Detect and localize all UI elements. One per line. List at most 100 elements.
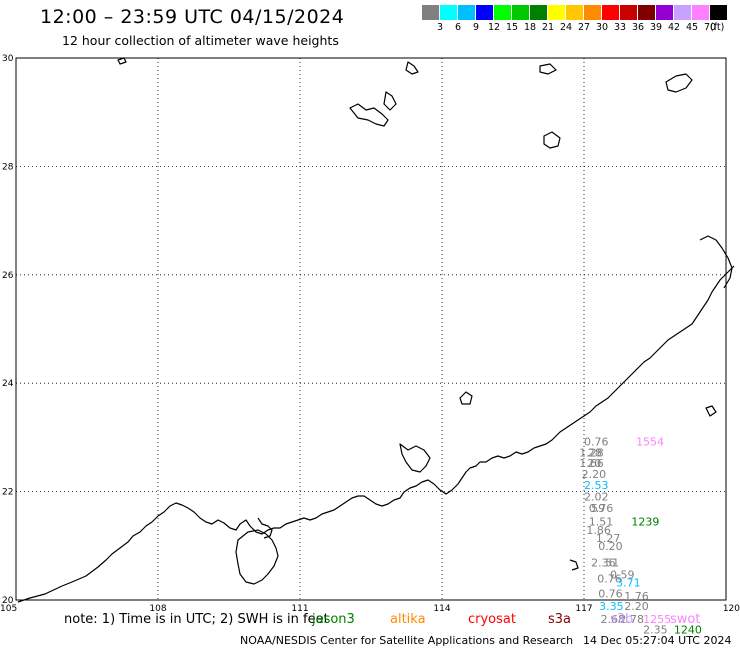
northern-inland-lake-1 [349,103,389,127]
pass-time-label: 1554 [636,436,664,449]
wave-height-value: 3.71 [616,576,641,589]
coastal-island-3 [117,57,127,65]
scale-tick-label: 24 [559,22,573,33]
scale-swatch [476,5,493,20]
leizhou-coastline [257,517,273,539]
scale-tick-label: 27 [577,22,591,33]
generation-timestamp: 14 Dec 05:27:04 UTC 2024 [583,634,732,647]
pass-time-label: 1239 [631,516,659,529]
wave-height-value: 0.20 [598,540,623,553]
wave-height-value: 0.76 [584,436,609,449]
altimeter-observations: 0.76 15541.28281.66202.202.532.020.765912… [579,436,702,637]
northern-inland-lake-5 [665,73,693,93]
mission-altika: altika [390,612,426,627]
wave-height-value: 51 [605,556,619,569]
latitude-tick-label: 28 [2,162,14,172]
wave-height-value: 2.68 [601,613,626,626]
wave-height-value: 2.53 [584,479,609,492]
longitude-tick-label: 108 [149,604,166,614]
longitude-tick-label: 105 [0,604,17,614]
northern-inland-lake-4 [405,61,419,75]
scale-tick-label: 18 [523,22,537,33]
scale-tick-label: 36 [631,22,645,33]
wave-height-value: 59 [591,502,605,515]
scale-tick-label: 6 [454,22,462,33]
map-grid [15,57,727,601]
credit-line: NOAA/NESDIS Center for Satellite Applica… [240,634,574,647]
scale-swatch [422,5,439,20]
wave-height-value: 0.76 [598,587,623,600]
latitude-tick-label: 30 [2,54,14,64]
wave-height-value: 1.66 [579,457,604,470]
wave-height-value: 0.76 [597,573,622,586]
wave-height-value: 2.35 [643,624,668,637]
scale-swatch [494,5,511,20]
wave-height-value: 2.20 [582,468,607,481]
wave-height-value: 1.76 [624,590,649,603]
pass-time-label: 1240 [674,624,702,637]
coastline [17,57,735,603]
scale-swatch [458,5,475,20]
chart-title: 12:00 – 23:59 UTC 04/15/2024 [40,6,345,28]
mission-jason3: jason3 [312,612,355,627]
scale-tick-label: 45 [685,22,699,33]
mission-s3b: s3b [610,612,634,627]
scale-tick-label: 42 [667,22,681,33]
scale-swatch [656,5,673,20]
scale-swatch [674,5,691,20]
scale-swatch [440,5,457,20]
chart-subtitle: 12 hour collection of altimeter wave hei… [62,33,339,48]
scale-swatch [566,5,583,20]
scale-tick-label: 39 [649,22,663,33]
longitude-tick-label: 111 [291,604,308,614]
scale-unit: (ft) [710,22,725,33]
scale-swatch [512,5,529,20]
scale-swatch [638,5,655,20]
longitude-tick-label: 117 [575,604,592,614]
wave-height-color-scale: 3 6 9 12 15 18 21 24 27 30 33 36 39 42 45 70 (ft) [422,5,727,35]
map-frame [15,57,727,601]
scale-tick-label: 15 [505,22,519,33]
coastal-island-1 [459,391,473,405]
pass-time-label: 1255 [643,613,671,626]
latitude-tick-label: 20 [2,596,14,606]
wave-height-value: 2.36 [591,556,616,569]
wave-height-value: 0.59 [610,568,635,581]
wave-height-value: 2.02 [584,490,609,503]
northern-inland-lake-3 [543,131,561,149]
latitude-tick-label: 24 [2,379,14,389]
scale-tick-label: 3 [436,22,444,33]
scale-tick-label: 33 [613,22,627,33]
latitude-tick-label: 22 [2,488,13,498]
scale-swatch [692,5,709,20]
pearl-river-islands [399,443,431,473]
coastal-island-2 [705,405,717,417]
mission-cryosat: cryosat [468,612,516,627]
scale-swatch [710,5,727,20]
mainland-coastline [17,265,735,603]
latitude-tick-label: 26 [2,271,14,281]
northern-inland-lake-6 [539,63,557,75]
longitude-tick-label: 114 [433,604,450,614]
wave-height-value: 0.76 [589,502,614,515]
wave-height-value: 3.35 [599,600,624,613]
scale-swatch [548,5,565,20]
scale-tick-label: 12 [487,22,501,33]
scale-tick-label: 70 [703,22,717,33]
wave-height-value: 1.27 [596,532,621,545]
longitude-tick-label: 120 [723,604,740,614]
wave-height-value: 20 [587,457,601,470]
wave-height-value: 2.20 [624,600,649,613]
wave-height-value: 1.86 [586,524,611,537]
footnote: note: 1) Time is in UTC; 2) SWH is in fe… [64,612,329,627]
scale-swatch [620,5,637,20]
wave-height-value: 2.78 [620,613,645,626]
hainan-coastline [235,529,279,585]
wave-height-value: 1.51 [589,516,614,529]
scale-swatch [584,5,601,20]
scale-tick-label: 21 [541,22,555,33]
northern-inland-lake-2 [383,91,397,111]
wave-height-value: 28 [588,446,602,459]
